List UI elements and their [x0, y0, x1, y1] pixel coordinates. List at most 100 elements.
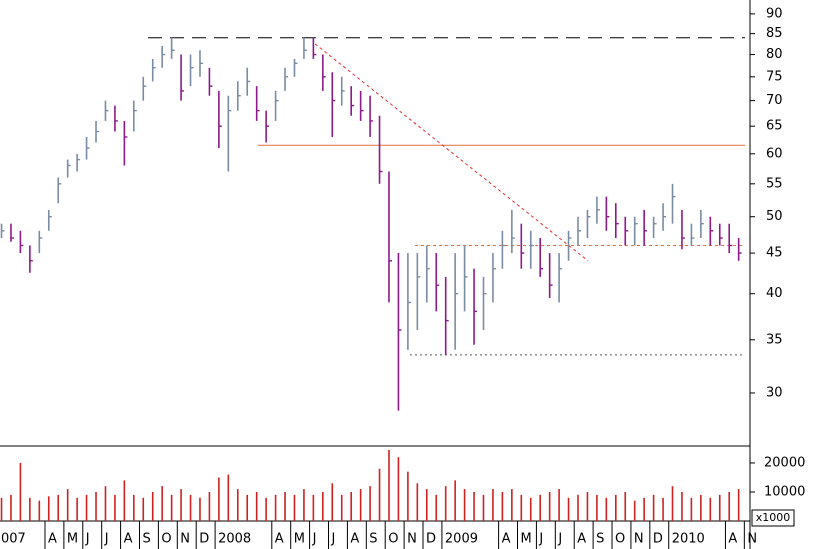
volume-bar — [47, 496, 50, 521]
x-tick-label: A — [728, 532, 737, 547]
y-tick-label: 55 — [766, 176, 783, 191]
volume-bar — [57, 494, 60, 521]
volume-bar — [369, 486, 371, 521]
y-tick-label: 40 — [766, 286, 783, 301]
x-tick-label: D — [426, 532, 436, 547]
x-tick-label: S — [369, 532, 377, 547]
volume-bar — [728, 491, 731, 521]
y-tick-label: 45 — [766, 246, 783, 261]
volume-bar — [161, 486, 163, 521]
x-tick-label: D — [199, 532, 209, 547]
y-tick-label: 60 — [766, 146, 783, 161]
x-tick-label: S — [142, 532, 150, 547]
volume-bar — [322, 491, 324, 521]
annotation-line — [314, 43, 589, 262]
volume-bar — [378, 468, 381, 521]
unit-box — [751, 509, 795, 527]
volume-bar — [189, 494, 192, 521]
volume-bar — [350, 491, 352, 521]
volume-bar — [529, 497, 532, 521]
volume-bar — [303, 489, 305, 521]
volume-bar — [236, 489, 239, 521]
x-tick-label: J — [331, 532, 336, 547]
volume-bar — [718, 494, 721, 521]
volume-bar — [615, 494, 617, 521]
volume-bar — [227, 474, 230, 521]
volume-bar — [208, 491, 211, 521]
volume-unit-label: x1000 — [756, 511, 791, 524]
volume-bar — [567, 497, 570, 521]
volume-bar — [10, 494, 12, 521]
volume-bar — [416, 483, 419, 521]
volume-tick-label: 20000 — [764, 455, 805, 470]
volume-bar — [425, 489, 428, 521]
volume-bar — [473, 491, 475, 521]
x-tick-label: O — [615, 532, 625, 547]
volume-bar — [700, 494, 702, 521]
y-tick-label: 80 — [766, 47, 783, 62]
volume-bar — [435, 494, 438, 521]
volume-bar — [463, 489, 466, 521]
volume-bar — [605, 497, 608, 521]
volume-bar — [690, 497, 693, 521]
volume-bar — [85, 494, 88, 521]
y-tick-label: 85 — [766, 26, 783, 41]
volume-bar — [0, 497, 3, 521]
y-tick-label: 50 — [766, 209, 783, 224]
x-tick-label: J — [104, 532, 109, 547]
volume-bar — [38, 500, 41, 521]
volume-bar — [76, 497, 78, 521]
x-tick-label: N — [634, 532, 644, 547]
x-tick-label: A — [124, 532, 133, 547]
volume-bar — [737, 489, 740, 521]
x-tick-label: 2009 — [445, 532, 478, 547]
volume-bar — [681, 491, 683, 521]
volume-bar — [454, 480, 456, 521]
x-tick-label: J — [85, 532, 90, 547]
volume-bar — [104, 486, 107, 521]
volume-bar — [577, 494, 579, 521]
volume-bar — [596, 494, 598, 521]
volume-bar — [218, 477, 220, 521]
x-tick-label: A — [275, 532, 284, 547]
volume-bar — [312, 494, 315, 521]
x-tick-label: S — [596, 532, 604, 547]
y-tick-label: 30 — [766, 385, 783, 400]
volume-bar — [539, 494, 541, 521]
volume-bar — [19, 462, 22, 521]
volume-bar — [511, 489, 513, 521]
volume-bar — [397, 457, 400, 521]
volume-bar — [709, 497, 712, 521]
x-tick-label: A — [577, 532, 586, 547]
x-tick-label: J — [557, 532, 562, 547]
x-tick-label: M — [294, 532, 305, 547]
volume-bar — [671, 486, 674, 521]
volume-bar — [170, 494, 173, 521]
volume-bar — [492, 489, 494, 521]
volume-bar — [142, 497, 145, 521]
y-tick-label: 35 — [766, 332, 783, 347]
volume-bar — [274, 494, 277, 521]
volume-bar — [331, 483, 334, 521]
x-tick-label: O — [388, 532, 398, 547]
volume-bar — [151, 491, 154, 521]
volume-bar — [284, 491, 286, 521]
volume-bar — [586, 491, 589, 521]
x-tick-label: 2008 — [218, 532, 251, 547]
volume-bar — [482, 494, 485, 521]
volume-bar — [123, 480, 126, 521]
volume-bar — [444, 486, 447, 521]
volume-bar — [180, 489, 182, 521]
x-tick-label: 2010 — [672, 532, 705, 547]
x-tick-label: N — [747, 532, 757, 547]
volume-bar — [265, 497, 267, 521]
volume-bar — [246, 494, 249, 521]
volume-bar — [359, 489, 362, 521]
x-tick-label: J — [312, 532, 317, 547]
x-tick-label: N — [407, 532, 417, 547]
x-tick-label: M — [521, 532, 532, 547]
volume-tick-label: 10000 — [764, 484, 805, 499]
volume-bar — [293, 494, 296, 521]
volume-bar — [407, 471, 409, 521]
